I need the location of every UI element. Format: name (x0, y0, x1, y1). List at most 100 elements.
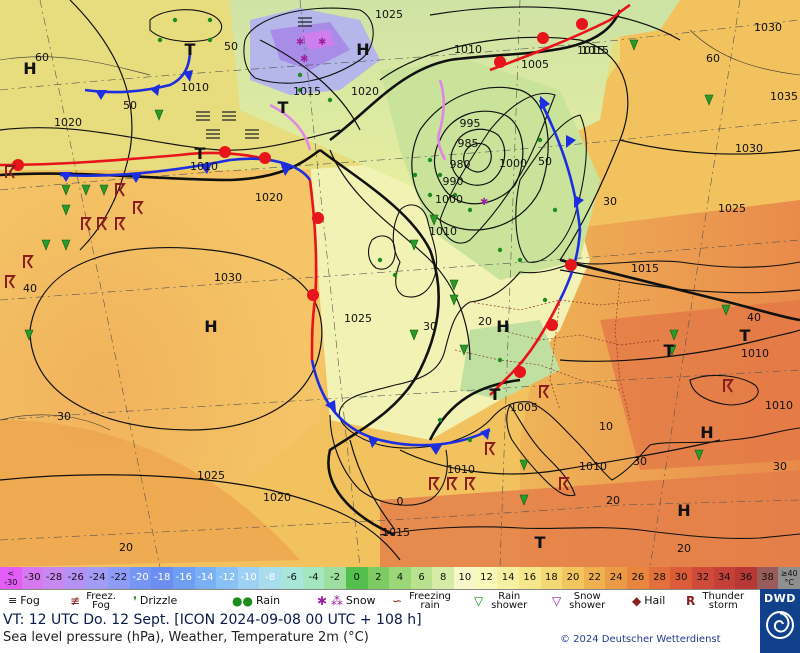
isobar-1 (0, 127, 341, 151)
high-pressure-center: H (23, 59, 36, 78)
cold-front-tooth (60, 172, 72, 182)
rain-dot (172, 17, 178, 23)
low-pressure-center: T (195, 144, 206, 163)
coast-sweden-finland (515, 114, 587, 263)
legend-snow: ✱ ⁂ Snow (317, 591, 376, 611)
occlusion-main (269, 103, 312, 151)
isobar-label: 1015 (293, 85, 321, 98)
rain-dot (497, 247, 503, 253)
rain-dot (427, 157, 433, 163)
isobar-label: 1010 (190, 160, 218, 173)
rain-dot (157, 37, 163, 43)
scale-cell: -6 (281, 567, 303, 589)
pressure-centers: H H H H H H T T T T T T T (23, 40, 750, 552)
rain-dot (207, 37, 213, 43)
isobar-label: 1030 (735, 142, 763, 155)
scale-cell: -12 (216, 567, 238, 589)
isobar-label: 1015 (577, 44, 605, 57)
rain-shower-symbol (61, 184, 71, 196)
temperature-label: 50 (123, 99, 137, 112)
scale-cell: -2 (324, 567, 346, 589)
lon-30 (649, 0, 741, 567)
coast-norway (439, 93, 556, 244)
rain-shower-symbol (667, 344, 677, 356)
scale-cell: 28 (648, 567, 671, 589)
coast-british-isles (392, 204, 438, 298)
coast-north-africa (379, 526, 800, 539)
temperature-label: 30 (57, 410, 71, 423)
scale-cell: 38 (756, 567, 779, 589)
border-4 (549, 299, 561, 411)
rain-shower-symbol (449, 279, 459, 291)
legend-freezing-rain: ∽ Freezing rain (392, 591, 455, 611)
temperature-label: 20 (606, 494, 620, 507)
isobar-label: 1005 (510, 401, 538, 414)
temperature-label: 20 (677, 542, 691, 555)
scale-cell: 16 (518, 567, 541, 589)
temperature-label: 30 (773, 460, 787, 473)
rain-shower-symbol (459, 344, 469, 356)
coast-black-sea (689, 374, 759, 406)
dwd-logo-text: DWD (764, 592, 796, 605)
rain-dot (427, 192, 433, 198)
rain-dot (412, 172, 418, 178)
temperature-field-southwest (0, 420, 300, 567)
temperature-label: 30 (603, 195, 617, 208)
thunderstorm-symbol (115, 217, 126, 231)
thunderstorm-symbol (133, 201, 144, 215)
legend-drizzle: ❜ Drizzle (133, 591, 177, 611)
warm-front-bump (537, 32, 549, 44)
rain-shower-symbol (41, 239, 51, 251)
isotherms (0, 29, 800, 431)
isobar-3 (29, 247, 323, 431)
cold-front-tooth (280, 162, 292, 176)
scale-cell: -14 (194, 567, 217, 589)
scale-cell: 30 (670, 567, 692, 589)
thunderstorm-symbol (115, 183, 126, 197)
warm-front-bump (307, 289, 319, 301)
isotherm-3 (0, 414, 111, 431)
temperature-label: 20 (119, 541, 133, 554)
legend-freezing-rain-label: Freezing rain (409, 591, 452, 611)
cold-front-tooth (200, 163, 212, 174)
rain-dot (517, 257, 523, 263)
isotherm-2 (689, 29, 800, 76)
temperature-label: 30 (423, 320, 437, 333)
rain-dot (537, 137, 543, 143)
thunderstorm-symbol (539, 385, 550, 399)
temperature-label: 40 (23, 282, 37, 295)
warm-front-bump (219, 146, 231, 158)
isobar-label: 1020 (255, 191, 283, 204)
cold-front-tooth (130, 173, 142, 183)
scale-cell: -24 (86, 567, 109, 589)
rain-shower-symbol (99, 184, 109, 196)
rain-dot (327, 97, 333, 103)
isobar-8 (450, 128, 506, 186)
isobar-bold-2 (319, 148, 440, 537)
scale-cell: 24 (605, 567, 627, 589)
isobar-label: 990 (443, 175, 464, 188)
low-pressure-center: T (490, 385, 501, 404)
border-5 (614, 279, 631, 421)
isobar-bold-4 (559, 258, 800, 322)
isobar-15 (399, 439, 721, 475)
scale-cell: -8 (259, 567, 282, 589)
valid-time: VT: 12 UTC Do. 12 Sept. [ICON 2024-09-08… (3, 612, 422, 628)
scale-cell: ≥40 °C (778, 567, 800, 591)
isobar-label: 1035 (770, 90, 798, 103)
low-pressure-center: T (278, 98, 289, 117)
temperature-label: 40 (747, 311, 761, 324)
cold-front-tooth (95, 90, 107, 100)
rain-shower-symbol (24, 329, 34, 341)
dwd-logo[interactable]: DWD (760, 589, 800, 653)
scale-cell: 34 (713, 567, 736, 589)
rain-shower-icon: ▽ (474, 594, 484, 608)
cold-front-tooth (574, 195, 584, 208)
scale-cell: 6 (410, 567, 433, 589)
legend-hail: ◆ Hail (632, 591, 665, 611)
rain-dot (377, 257, 383, 263)
cold-front-tooth (368, 436, 378, 448)
legend-fog-label: Fog (20, 594, 40, 607)
isobar-label: 1010 (447, 463, 475, 476)
rain-shower-symbol (669, 329, 679, 341)
